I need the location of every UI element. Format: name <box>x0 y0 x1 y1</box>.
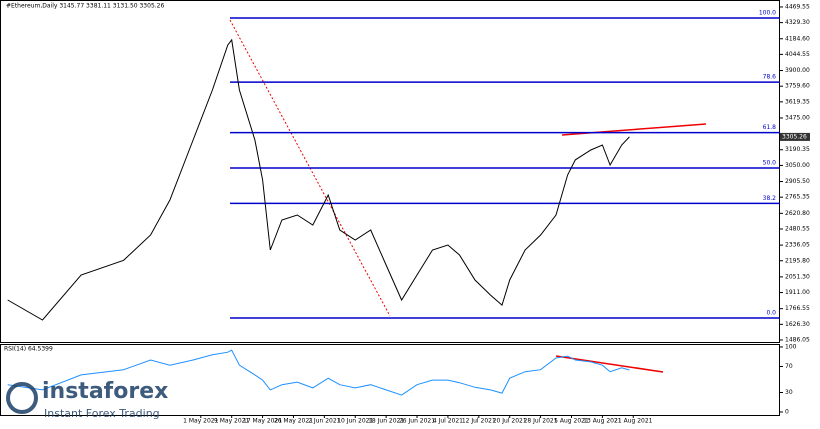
y-tick-label: 3619.35 <box>785 98 810 105</box>
fib-label: 61.8 <box>763 124 777 131</box>
x-tick-label: 9 May 2021 <box>214 418 249 425</box>
x-tick-label: 12 Jul 2021 <box>462 418 496 425</box>
y-tick-label: 1486.05 <box>785 336 810 343</box>
y-tick-label: 2620.80 <box>785 210 810 217</box>
x-tick-label: 18 Jun 2021 <box>368 418 404 425</box>
y-tick-label: 4184.60 <box>785 35 810 42</box>
x-tick-label: 20 Jul 2021 <box>493 418 527 425</box>
x-tick-label: 21 Aug 2021 <box>614 418 653 425</box>
y-tick-label: 100 <box>785 343 797 350</box>
rsi-panel <box>0 344 780 416</box>
price-line <box>7 349 630 396</box>
logo-tagline: Instant Forex Trading <box>44 407 160 420</box>
fib-label: 78.6 <box>763 74 777 81</box>
logo-icon <box>6 382 38 414</box>
y-tick-label: 1766.55 <box>785 305 810 312</box>
y-tick-label: 70 <box>785 363 793 370</box>
y-tick-label: 2051.30 <box>785 273 810 280</box>
last-price-label: 3305.26 <box>782 133 807 140</box>
rsi-trendline <box>555 355 664 373</box>
price-line <box>7 38 630 321</box>
price-panel <box>0 0 780 343</box>
last-price-tag <box>780 132 810 141</box>
logo: instaforex Instant Forex Trading <box>6 379 168 420</box>
rsi-title: RSI(14) 64.5399 <box>4 346 53 353</box>
y-tick-label: 2480.55 <box>785 225 810 232</box>
y-tick-label: 3475.00 <box>785 114 810 121</box>
x-tick-label: 26 May 2021 <box>274 418 313 425</box>
x-tick-label: 13 Aug 2021 <box>583 418 622 425</box>
y-tick-label: 0 <box>785 409 789 416</box>
y-tick-label: 4329.30 <box>785 19 810 26</box>
y-tick-label: 2765.35 <box>785 194 810 201</box>
y-tick-label: 1911.00 <box>785 289 810 296</box>
y-tick-label: 1626.30 <box>785 321 810 328</box>
y-tick-label: 2336.05 <box>785 242 810 249</box>
x-tick-label: 1 May 2021 <box>183 418 218 425</box>
x-tick-label: 2 Jun 2021 <box>308 418 340 425</box>
y-tick-label: 3190.35 <box>785 146 810 153</box>
y-tick-label: 30 <box>785 389 793 396</box>
x-tick-label: 4 Jul 2021 <box>433 418 463 425</box>
x-tick-label: 26 Jun 2021 <box>399 418 435 425</box>
y-tick-label: 4044.55 <box>785 51 810 58</box>
x-tick-label: 10 Jun 2021 <box>337 418 373 425</box>
y-tick-label: 2195.80 <box>785 257 810 264</box>
fib-label: 38.2 <box>763 195 777 202</box>
chart-title: #Ethereum,Daily 3145.77 3381.11 3131.50 … <box>6 3 164 10</box>
x-tick-label: 28 Jul 2021 <box>524 418 558 425</box>
y-tick-label: 3759.60 <box>785 83 810 90</box>
y-tick-label: 3900.00 <box>785 67 810 74</box>
logo-brand: instaforex <box>42 379 168 404</box>
x-tick-label: 17 May 2021 <box>243 418 282 425</box>
fib-label: 50.0 <box>763 159 777 166</box>
y-tick-label: 3050.00 <box>785 162 810 169</box>
y-tick-label: 2905.50 <box>785 178 810 185</box>
y-tick-label: 4469.55 <box>785 3 810 10</box>
x-tick-label: 5 Aug 2021 <box>554 418 589 425</box>
fib-label: 100.0 <box>759 9 776 16</box>
fib-label: 0.0 <box>766 310 776 317</box>
